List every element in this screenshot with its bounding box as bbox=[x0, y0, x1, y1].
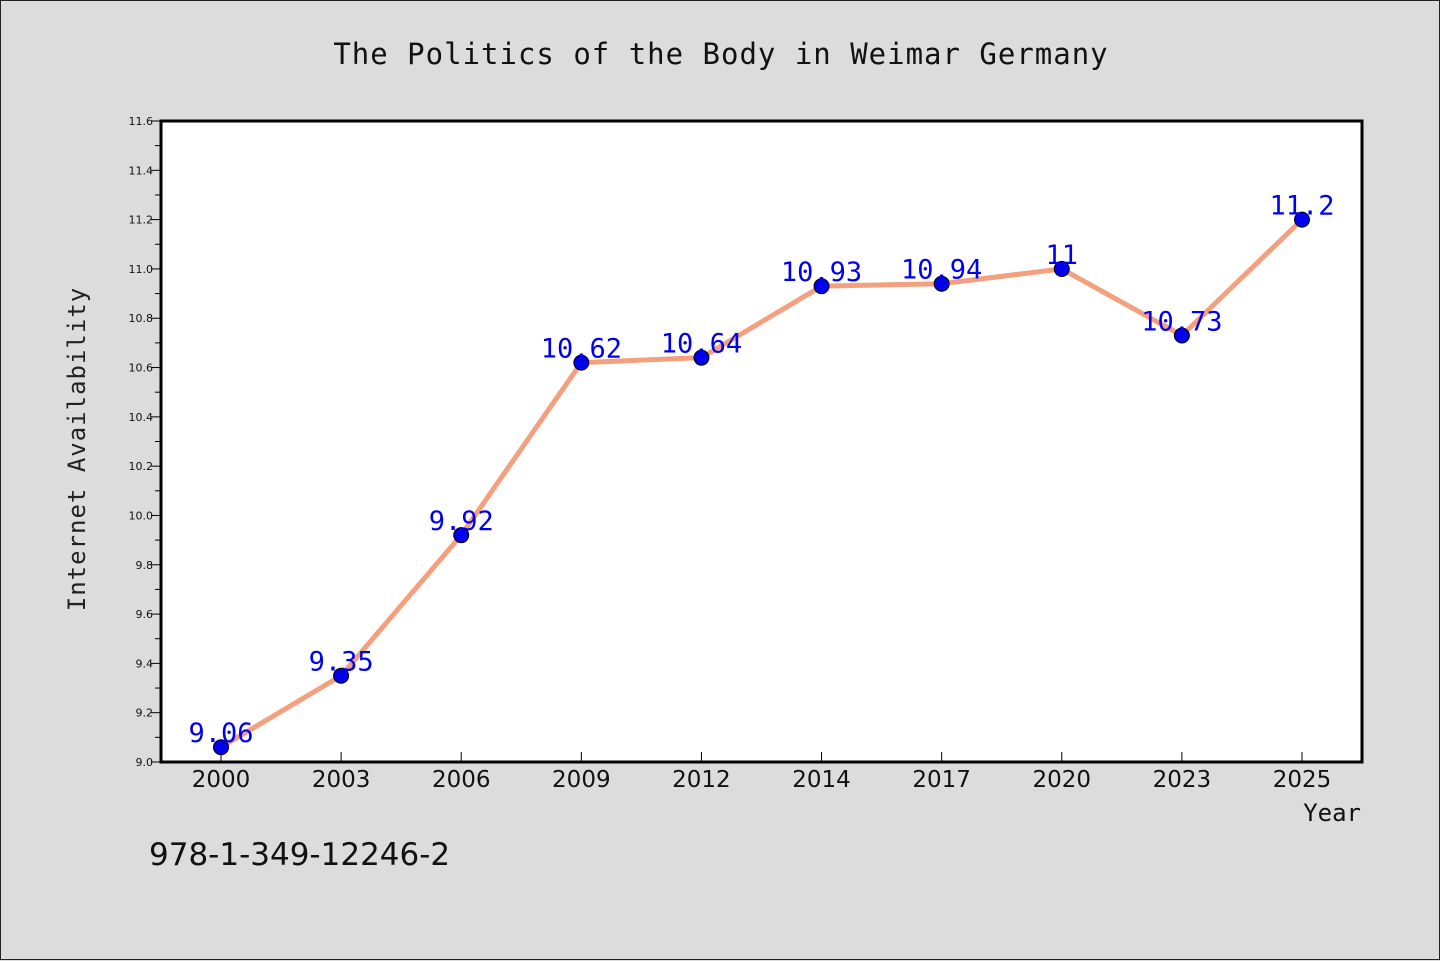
x-tick-label: 2025 bbox=[1273, 767, 1332, 793]
y-tick-label: 9.8 bbox=[136, 559, 154, 572]
data-point bbox=[453, 527, 470, 544]
data-point bbox=[693, 349, 710, 366]
y-tick-label: 10.4 bbox=[129, 411, 154, 424]
data-point bbox=[1053, 260, 1070, 277]
x-tick-label: 2012 bbox=[672, 767, 731, 793]
data-label: 9.06 bbox=[188, 718, 253, 749]
y-tick-label: 11.6 bbox=[129, 115, 154, 128]
data-label: 10.62 bbox=[541, 334, 622, 365]
x-tick-label: 2014 bbox=[792, 767, 851, 793]
y-tick-label: 10.0 bbox=[129, 509, 154, 522]
data-label: 10.73 bbox=[1141, 306, 1222, 337]
series-line bbox=[218, 217, 1305, 750]
data-label: 10.94 bbox=[901, 255, 982, 286]
x-tick-label: 2020 bbox=[1033, 767, 1092, 793]
y-tick-label: 9.6 bbox=[136, 608, 154, 621]
data-label: 11.2 bbox=[1269, 191, 1334, 222]
data-label: 9.92 bbox=[429, 506, 494, 537]
data-point bbox=[573, 354, 590, 371]
data-label: 11 bbox=[1046, 240, 1079, 271]
data-label: 9.35 bbox=[309, 647, 374, 678]
data-point bbox=[813, 278, 830, 295]
y-axis: 9.0 9.2 9.4 9.6 9.8 10.0 10.2 10.4 10.6 10.8 11.0 1… bbox=[129, 115, 161, 769]
x-tick-label: 2000 bbox=[192, 767, 251, 793]
y-tick-label: 10.6 bbox=[129, 362, 154, 375]
y-axis-label: Internet Availability bbox=[63, 287, 91, 611]
x-tick-label: 2009 bbox=[552, 767, 611, 793]
data-point bbox=[333, 667, 350, 684]
isbn-text: 978-1-349-12246-2 bbox=[149, 837, 450, 873]
y-tick-label: 11.0 bbox=[129, 263, 154, 276]
y-tick-label: 10.2 bbox=[129, 460, 154, 473]
x-tick-label: 2003 bbox=[312, 767, 371, 793]
y-tick-label: 9.4 bbox=[136, 657, 154, 670]
data-label: 10.93 bbox=[781, 257, 862, 288]
data-point bbox=[213, 739, 229, 756]
data-point bbox=[933, 275, 950, 292]
y-tick-label: 11.4 bbox=[129, 164, 154, 177]
x-tick-label: 2023 bbox=[1153, 767, 1212, 793]
x-axis-label: Year bbox=[1303, 799, 1361, 827]
data-label: 10.64 bbox=[661, 329, 742, 360]
y-tick-label: 9.0 bbox=[136, 756, 154, 769]
y-tick-label: 10.8 bbox=[129, 312, 154, 325]
x-tick-label: 2017 bbox=[912, 767, 971, 793]
data-point bbox=[1173, 327, 1190, 344]
chart-title: The Politics of the Body in Weimar Germa… bbox=[333, 37, 1108, 71]
y-tick-label: 9.2 bbox=[136, 707, 154, 720]
x-axis: 2000 2003 2006 2009 2012 2014 2017 2020 2023 2025 bbox=[192, 752, 1332, 793]
x-tick-label: 2006 bbox=[432, 767, 491, 793]
y-tick-label: 11.2 bbox=[129, 214, 154, 227]
series-layer: 9.06 9.35 9.92 10.62 10.64 10.93 10.94 11 10.73 1… bbox=[188, 191, 1335, 756]
data-point bbox=[1294, 211, 1310, 228]
